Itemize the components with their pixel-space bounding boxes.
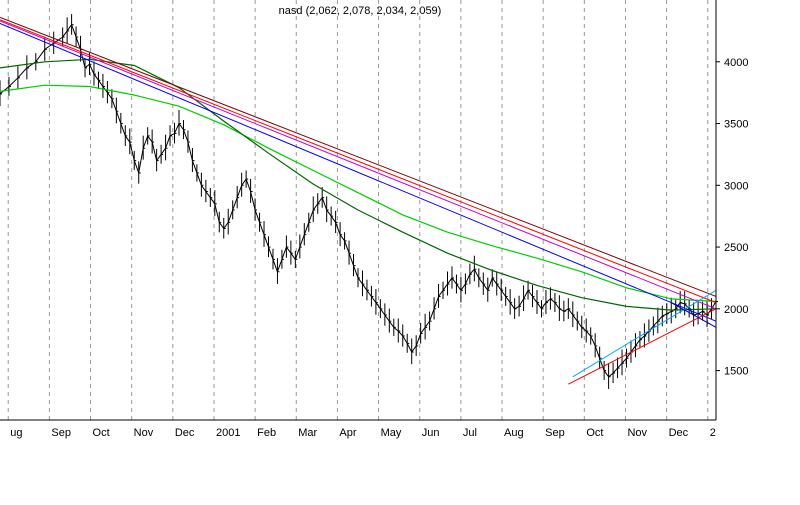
x-tick-label: May (381, 427, 402, 439)
x-tick-label: Aug (504, 427, 524, 439)
x-axis: ug Sep Oct Nov Dec 2001 Feb Mar Apr May Jun Jul Aug S… (10, 427, 716, 439)
x-tick-label: Mar (298, 427, 317, 439)
x-tick-label: Dec (669, 427, 689, 439)
price-layer (0, 14, 718, 389)
y-tick-label: 4000 (724, 57, 748, 69)
x-tick-label: Feb (257, 427, 276, 439)
x-tick-label: 2001 (216, 427, 240, 439)
trendline (0, 23, 717, 322)
y-tick-label: 3500 (724, 119, 748, 131)
trendline (572, 289, 717, 378)
trendline (0, 19, 717, 304)
x-tick-label: Apr (339, 427, 356, 439)
trendline (671, 302, 717, 328)
x-tick-label: Jul (463, 427, 477, 439)
x-tick-label: ug (10, 427, 22, 439)
y-tick-label: 3000 (724, 180, 748, 192)
x-tick-label: Nov (627, 427, 647, 439)
y-axis: 1500 2000 2500 3000 3500 4000 (716, 57, 748, 378)
x-tick-label: Dec (175, 427, 195, 439)
x-tick-label: Oct (586, 427, 603, 439)
x-tick-label: Sep (51, 427, 71, 439)
x-tick-label: Jun (422, 427, 440, 439)
x-tick-label: Sep (545, 427, 565, 439)
y-tick-label: 1500 (724, 366, 748, 378)
x-tick-label: 2 (710, 427, 716, 439)
price-line (0, 23, 717, 378)
chart-title: nasd (2,062, 2,078, 2,034, 2,059) (279, 5, 442, 17)
trendline (0, 16, 717, 297)
trendline-layer (0, 16, 717, 385)
x-tick-label: Oct (93, 427, 110, 439)
x-tick-label: Nov (134, 427, 154, 439)
y-tick-label: 2500 (724, 242, 748, 254)
trendline (0, 20, 717, 310)
moving-average-fast-line (0, 84, 717, 302)
y-tick-label: 2000 (724, 304, 748, 316)
trendline (568, 308, 717, 385)
